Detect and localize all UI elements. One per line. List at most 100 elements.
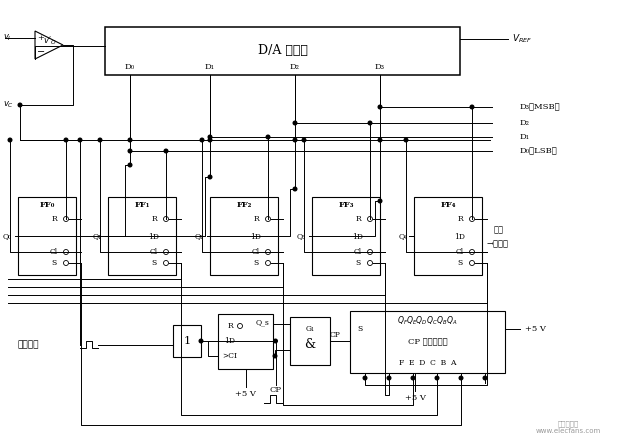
Circle shape xyxy=(208,138,212,142)
Text: CP: CP xyxy=(269,386,282,394)
Text: FF₀: FF₀ xyxy=(39,201,54,209)
Circle shape xyxy=(435,376,439,380)
Circle shape xyxy=(378,199,382,203)
Circle shape xyxy=(412,376,415,380)
Circle shape xyxy=(293,187,297,191)
Text: CP 移位寄存器: CP 移位寄存器 xyxy=(408,338,447,346)
Bar xyxy=(105,27,460,75)
Text: $Q_F Q_E Q_D Q_C Q_B Q_A$: $Q_F Q_E Q_D Q_C Q_B Q_A$ xyxy=(397,315,458,327)
Text: 1D: 1D xyxy=(250,233,262,241)
Bar xyxy=(290,317,330,365)
Text: S: S xyxy=(253,259,259,267)
Circle shape xyxy=(78,138,82,142)
Bar xyxy=(210,197,278,275)
Text: FF₂: FF₂ xyxy=(236,201,252,209)
Circle shape xyxy=(302,138,306,142)
Text: R: R xyxy=(253,215,259,223)
Circle shape xyxy=(483,376,487,380)
Circle shape xyxy=(460,376,463,380)
Text: R: R xyxy=(227,322,233,330)
Circle shape xyxy=(293,138,297,142)
Text: +: + xyxy=(38,34,44,42)
Bar xyxy=(173,325,201,357)
Text: D₀: D₀ xyxy=(125,63,135,71)
Text: G₁: G₁ xyxy=(305,325,314,333)
Text: +5 V: +5 V xyxy=(525,325,545,333)
Text: D₂: D₂ xyxy=(290,63,300,71)
Text: R: R xyxy=(51,215,57,223)
Text: S: S xyxy=(357,325,363,333)
Text: +5 V: +5 V xyxy=(235,390,256,398)
Text: R: R xyxy=(457,215,463,223)
Polygon shape xyxy=(35,31,63,59)
Text: &: & xyxy=(305,339,316,352)
Bar xyxy=(108,197,176,275)
Text: S: S xyxy=(458,259,463,267)
Circle shape xyxy=(387,376,391,380)
Text: $V_{REF}$: $V_{REF}$ xyxy=(512,33,532,45)
Circle shape xyxy=(404,138,408,142)
Text: $v'_O$: $v'_O$ xyxy=(43,35,57,48)
Text: FF₄: FF₄ xyxy=(440,201,456,209)
Text: Cl: Cl xyxy=(456,248,464,256)
Circle shape xyxy=(266,135,270,139)
Text: $v_I$: $v_I$ xyxy=(3,33,12,43)
Text: 1D: 1D xyxy=(353,233,364,241)
Text: Cl: Cl xyxy=(150,248,158,256)
Circle shape xyxy=(199,339,203,343)
Text: F  E  D  C  B  A: F E D C B A xyxy=(399,359,456,367)
Text: 1D: 1D xyxy=(454,233,465,241)
Text: 电子发烧友
www.elecfans.com: 电子发烧友 www.elecfans.com xyxy=(536,420,600,434)
Text: Q₄: Q₄ xyxy=(399,232,408,240)
Circle shape xyxy=(128,149,132,153)
Circle shape xyxy=(470,105,474,109)
Circle shape xyxy=(274,339,277,343)
Bar xyxy=(312,197,380,275)
Text: S: S xyxy=(355,259,360,267)
Text: 启动脉冲: 启动脉冲 xyxy=(18,340,40,349)
Text: Q_s: Q_s xyxy=(256,318,270,326)
Text: Cl: Cl xyxy=(252,248,260,256)
Text: D₃: D₃ xyxy=(375,63,385,71)
Text: Q₁: Q₁ xyxy=(93,232,102,240)
Text: >CI: >CI xyxy=(223,352,237,360)
Circle shape xyxy=(128,138,132,142)
Text: Cl: Cl xyxy=(354,248,362,256)
Bar xyxy=(18,197,76,275)
Text: R: R xyxy=(355,215,361,223)
Text: +5 V: +5 V xyxy=(404,394,426,402)
Circle shape xyxy=(208,175,212,179)
Circle shape xyxy=(98,138,102,142)
Circle shape xyxy=(128,163,132,167)
Text: R: R xyxy=(151,215,157,223)
Text: 1D: 1D xyxy=(225,337,236,345)
Circle shape xyxy=(64,138,68,142)
Text: D/A 转换器: D/A 转换器 xyxy=(257,44,307,57)
Text: D₀（LSB）: D₀（LSB） xyxy=(520,147,557,155)
Text: FF₃: FF₃ xyxy=(339,201,354,209)
Text: CP: CP xyxy=(330,331,340,339)
Text: 1D: 1D xyxy=(148,233,159,241)
Circle shape xyxy=(378,105,382,109)
Text: 1: 1 xyxy=(184,336,191,346)
Circle shape xyxy=(273,354,277,358)
Text: Q₀: Q₀ xyxy=(3,232,12,240)
Text: Q₃: Q₃ xyxy=(297,232,306,240)
Circle shape xyxy=(18,103,22,107)
Circle shape xyxy=(208,135,212,139)
Text: D₁: D₁ xyxy=(205,63,215,71)
Text: D₂: D₂ xyxy=(520,119,530,127)
Text: −: − xyxy=(37,48,45,57)
Text: D₃（MSB）: D₃（MSB） xyxy=(520,103,561,111)
Circle shape xyxy=(200,138,204,142)
Circle shape xyxy=(364,376,367,380)
Circle shape xyxy=(8,138,12,142)
Text: Q₂: Q₂ xyxy=(195,232,204,240)
Circle shape xyxy=(368,121,372,125)
Circle shape xyxy=(378,138,382,142)
Bar xyxy=(350,311,505,373)
Text: Cl: Cl xyxy=(50,248,58,256)
Circle shape xyxy=(164,149,168,153)
Text: D₁: D₁ xyxy=(520,133,530,141)
Bar xyxy=(218,314,273,369)
